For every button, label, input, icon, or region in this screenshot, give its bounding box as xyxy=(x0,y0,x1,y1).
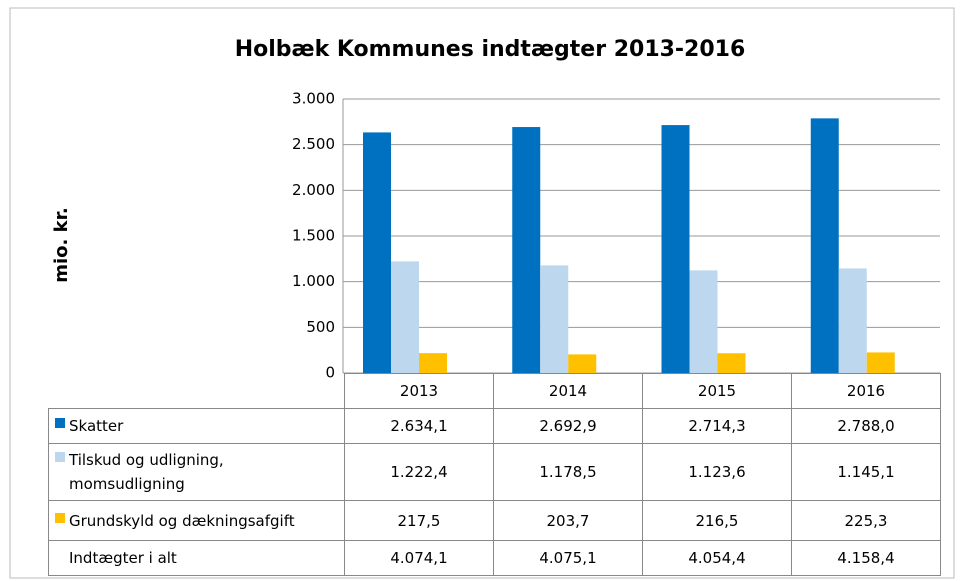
bar xyxy=(391,261,419,373)
header-row: 2013 2014 2015 2016 xyxy=(48,373,941,409)
y-tick-label: 2.500 xyxy=(292,135,335,153)
total-label: Indtægter i alt xyxy=(48,540,345,576)
bar xyxy=(363,132,391,373)
x-tick-label: 2013 xyxy=(344,373,494,409)
frame-border xyxy=(9,7,955,579)
legend-cell: Skatter xyxy=(48,408,345,444)
bar xyxy=(866,352,895,373)
bar xyxy=(689,270,718,373)
data-label: 1.123,6 xyxy=(642,443,792,501)
data-label: 2.692,9 xyxy=(493,408,643,444)
legend-cell: Tilskud og udligning, momsudligning xyxy=(48,443,345,501)
data-label: 203,7 xyxy=(493,500,643,541)
y-tick-label: 1.500 xyxy=(292,227,335,245)
bar xyxy=(419,353,447,373)
series-row: Skatter 2.634,1 2.692,9 2.714,3 2.788,0 xyxy=(48,408,941,444)
bar xyxy=(810,118,839,373)
data-label: 2.788,0 xyxy=(791,408,941,444)
bar xyxy=(838,268,867,373)
data-label: 2.634,1 xyxy=(344,408,494,444)
data-label: 2.714,3 xyxy=(642,408,792,444)
data-label: 1.178,5 xyxy=(493,443,643,501)
chart-title: Holbæk Kommunes indtægter 2013-2016 xyxy=(235,37,746,62)
total-row: Indtægter i alt 4.074,1 4.075,1 4.054,4 4.15… xyxy=(48,540,941,576)
legend-swatch xyxy=(55,452,65,462)
bar xyxy=(661,125,690,373)
corner-cell xyxy=(48,373,345,409)
legend-label: Skatter xyxy=(69,417,124,435)
total-value: 4.054,4 xyxy=(642,540,792,576)
legend-cell: Grundskyld og dækningsafgift xyxy=(48,500,345,541)
y-tick-label: 0 xyxy=(325,364,335,382)
bar xyxy=(540,265,569,373)
x-tick-label: 2016 xyxy=(791,373,941,409)
y-tick-label: 500 xyxy=(306,318,335,336)
data-table: 2013 2014 2015 2016 Skatter 2.634,1 2.692,9 2.7… xyxy=(48,373,941,576)
total-value: 4.074,1 xyxy=(344,540,494,576)
data-label: 1.145,1 xyxy=(791,443,941,501)
total-value: 4.075,1 xyxy=(493,540,643,576)
bar xyxy=(568,354,597,373)
legend-swatch xyxy=(55,512,65,523)
bar xyxy=(512,127,541,374)
series-row: Grundskyld og dækningsafgift 217,5 203,7 21… xyxy=(48,500,941,541)
x-tick-label: 2015 xyxy=(642,373,792,409)
x-tick-label: 2014 xyxy=(493,373,643,409)
legend-label: Grundskyld og dækningsafgift xyxy=(69,511,295,530)
data-label: 217,5 xyxy=(344,500,494,541)
data-label: 216,5 xyxy=(642,500,792,541)
data-label: 225,3 xyxy=(791,500,941,541)
y-tick-label: 1.000 xyxy=(292,272,335,290)
total-value: 4.158,4 xyxy=(791,540,941,576)
y-axis-label: mio. kr. xyxy=(51,207,72,283)
y-tick-label: 3.000 xyxy=(292,90,335,108)
bar xyxy=(717,353,746,373)
y-tick-label: 2.000 xyxy=(292,181,335,199)
legend-swatch xyxy=(55,418,65,428)
series-row: Tilskud og udligning, momsudligning 1.222… xyxy=(48,443,941,501)
data-label: 1.222,4 xyxy=(344,443,494,501)
legend-label: Tilskud og udligning, momsudligning xyxy=(69,451,224,493)
